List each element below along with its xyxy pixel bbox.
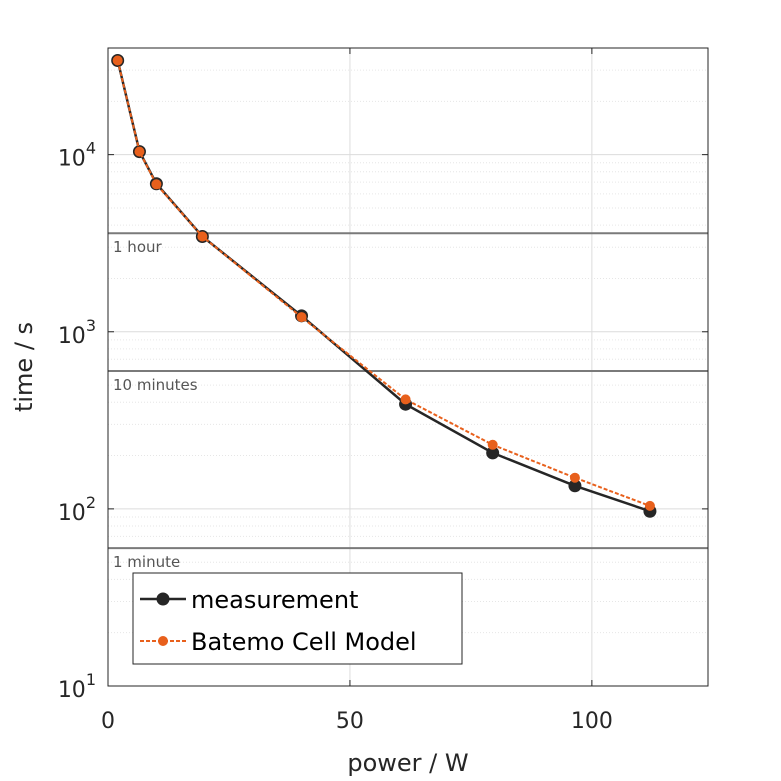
data-point <box>197 231 208 242</box>
reference-line-label: 1 minute <box>113 553 180 571</box>
plot-frame <box>107 47 709 687</box>
ticks: 0 50 100 101 102 103 104 <box>58 48 708 734</box>
reference-line-label: 1 hour <box>113 238 163 256</box>
x-tick-label: 0 <box>101 709 115 734</box>
y-axis-label: time / s <box>10 322 38 412</box>
reference-line-label: 10 minutes <box>113 376 198 394</box>
data-point <box>644 500 655 511</box>
legend-marker <box>158 636 168 646</box>
reference-lines: 1 hour 10 minutes 1 minute <box>108 232 708 571</box>
y-tick-label: 104 <box>58 139 96 172</box>
series <box>111 54 657 518</box>
grid <box>107 47 708 687</box>
y-tick-label: 101 <box>58 670 96 703</box>
data-point <box>296 312 307 323</box>
legend-box <box>132 572 463 665</box>
legend-marker <box>156 592 170 606</box>
data-point <box>112 55 123 66</box>
y-tick-label: 102 <box>58 493 96 526</box>
x-tick-label: 100 <box>571 709 613 734</box>
legend-label: measurement <box>191 586 358 614</box>
data-point <box>134 146 145 157</box>
data-point <box>569 472 580 483</box>
legend: measurement Batemo Cell Model <box>132 572 463 665</box>
y-tick-label: 103 <box>58 316 96 349</box>
x-axis-label: power / W <box>347 749 468 777</box>
data-point <box>400 394 411 405</box>
data-point <box>487 439 498 450</box>
data-point <box>151 179 162 190</box>
legend-label: Batemo Cell Model <box>191 628 417 656</box>
x-tick-label: 50 <box>336 709 364 734</box>
